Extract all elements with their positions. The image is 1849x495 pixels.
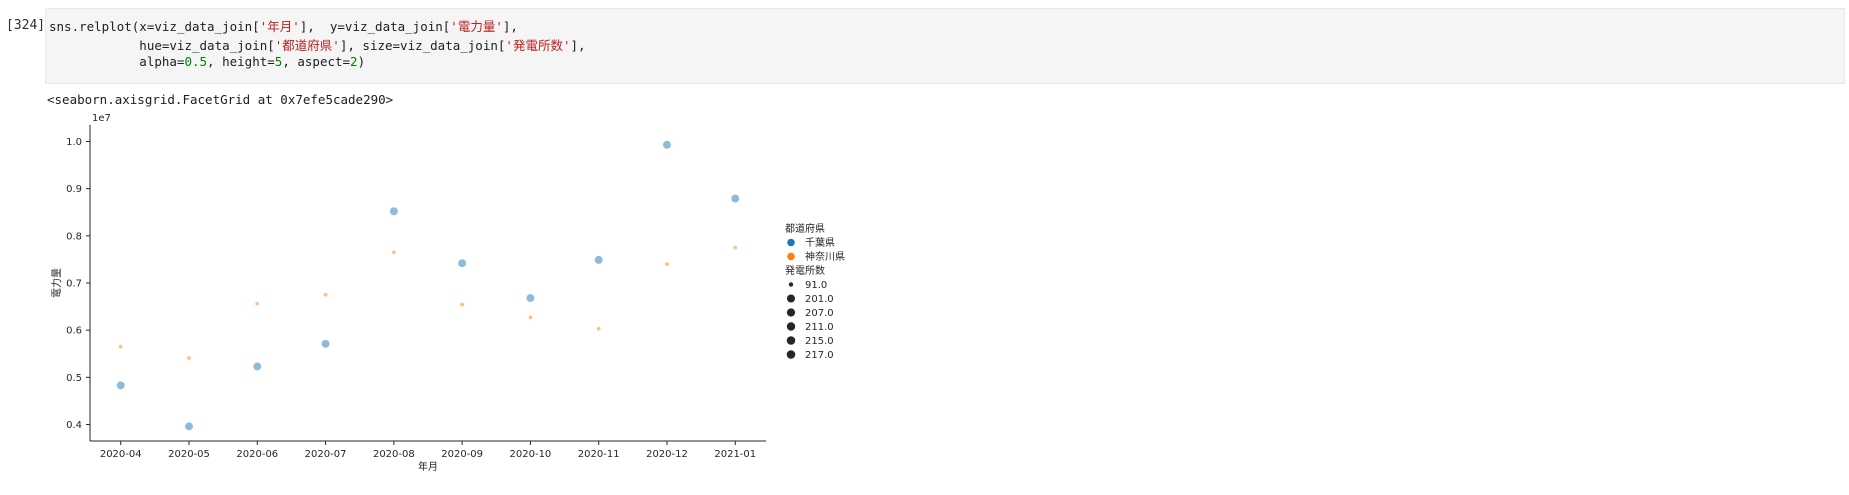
data-point [664,261,670,267]
y-tick-label: 1.0 [66,137,82,148]
x-tick-label: 2020-11 [578,449,620,460]
y-axis-title: 電力量 [50,268,63,298]
code-line: alpha=0.5, height=5, aspect=2) [49,54,366,69]
legend-label: 211.0 [805,322,834,333]
x-tick-label: 2020-08 [373,449,415,460]
legend-label: 91.0 [805,280,827,291]
code-line: sns.relplot(x=viz_data_join['年月'], y=viz… [49,19,518,34]
data-point [254,301,260,307]
code-editor[interactable]: sns.relplot(x=viz_data_join['年月'], y=viz… [45,8,1845,84]
code-line: hue=viz_data_join['都道府県'], size=viz_data… [49,38,586,53]
data-point [184,421,194,431]
data-point [662,140,672,150]
cell-prompt: [324] [6,18,46,33]
y-tick-label: 0.4 [66,420,82,431]
data-point [116,380,126,390]
legend-marker [787,252,795,261]
legend-marker [787,238,795,247]
legend-size-marker [788,282,794,287]
code-cell[interactable]: [324] sns.relplot(x=viz_data_join['年月'],… [0,8,1849,84]
x-tick-label: 2020-10 [510,449,552,460]
legend-size-title: 発電所数 [785,264,825,277]
y-tick-label: 0.8 [66,231,82,242]
data-point [730,194,740,204]
legend-size-marker [786,336,796,345]
legend-label: 207.0 [805,308,834,319]
x-tick-label: 2020-12 [646,449,688,460]
data-point [321,339,331,349]
x-tick-label: 2020-05 [168,449,210,460]
legend-label: 千葉県 [805,236,835,249]
y-tick-label: 0.5 [66,373,82,384]
y-tick-label: 0.6 [66,326,82,337]
data-point [527,314,533,320]
data-point [389,206,399,216]
data-points [116,140,740,431]
axes: 2020-04 2020-05 2020-06 2020-07 2020-08 2020-… [50,113,766,473]
legend-label: 神奈川県 [805,250,845,263]
x-tick-label: 2020-09 [441,449,483,460]
y-tick-label: 0.7 [66,279,82,290]
legend-label: 201.0 [805,294,834,305]
legend-size-marker [786,350,796,359]
legend-size-marker [786,308,796,317]
legend-label: 217.0 [805,350,834,361]
x-tick-label: 2020-06 [236,449,278,460]
legend-size-marker [786,294,796,303]
data-point [732,245,738,251]
data-point [186,355,192,361]
data-point [525,293,535,303]
data-point [323,292,329,298]
x-axis-title: 年月 [418,460,438,473]
data-point [457,258,467,268]
x-tick-label: 2020-04 [100,449,142,460]
legend-label: 215.0 [805,336,834,347]
x-tick-label: 2021-01 [714,449,756,460]
data-point [594,255,604,265]
data-point [459,302,465,308]
data-point [596,326,602,332]
data-point [252,361,262,372]
legend-hue-title: 都道府県 [785,222,825,235]
y-offset-label: 1e7 [92,113,111,124]
data-point [118,344,124,350]
y-tick-label: 0.9 [66,184,82,195]
cell-output-text: <seaborn.axisgrid.FacetGrid at 0x7efe5ca… [47,92,394,107]
x-tick-label: 2020-07 [305,449,347,460]
data-point [391,249,397,255]
legend-size-marker [786,322,796,331]
